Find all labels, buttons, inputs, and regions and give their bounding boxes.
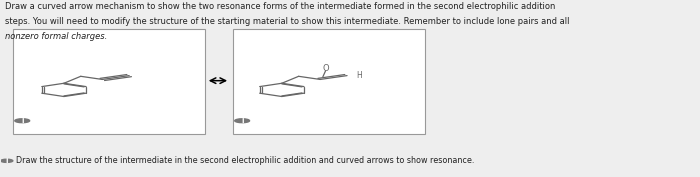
Text: Draw the structure of the intermediate in the second electrophilic addition and : Draw the structure of the intermediate i…	[16, 156, 475, 165]
Text: Draw a curved arrow mechanism to show the two resonance forms of the intermediat: Draw a curved arrow mechanism to show th…	[5, 2, 555, 11]
FancyBboxPatch shape	[13, 29, 205, 134]
Text: O: O	[322, 64, 329, 73]
Text: i: i	[241, 118, 244, 124]
Circle shape	[234, 119, 249, 123]
Circle shape	[1, 159, 13, 162]
Text: H: H	[356, 71, 362, 80]
Text: steps. You will need to modify the structure of the starting material to show th: steps. You will need to modify the struc…	[5, 17, 569, 26]
Circle shape	[15, 119, 29, 123]
FancyBboxPatch shape	[233, 29, 425, 134]
Text: i: i	[21, 118, 24, 124]
Text: nonzero formal charges.: nonzero formal charges.	[5, 32, 107, 41]
Text: i: i	[6, 158, 8, 164]
